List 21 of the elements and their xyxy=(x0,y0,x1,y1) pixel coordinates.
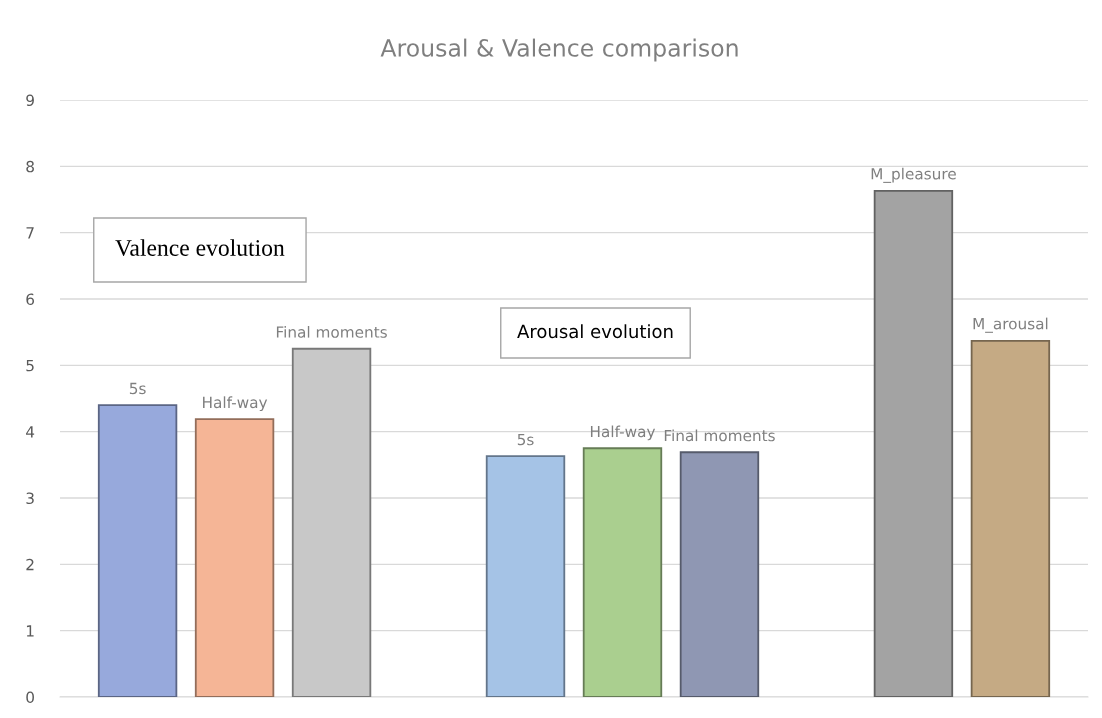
y-tick-label: 9 xyxy=(26,94,34,107)
series-label: Final moments xyxy=(664,429,775,442)
series-label: 5s xyxy=(517,433,534,446)
y-tick-label: 7 xyxy=(26,227,34,239)
annotation: Valence evolution xyxy=(115,239,285,257)
series-label: 5s xyxy=(129,382,146,395)
chart-title: Arousal & Valence comparison xyxy=(380,38,738,62)
annotation: Arousal evolution xyxy=(517,324,673,339)
series-label: Half-way xyxy=(590,425,656,441)
series-label: M_pleasure xyxy=(871,167,956,183)
y-tick-label: 4 xyxy=(26,426,35,438)
series-label: Final moments xyxy=(276,326,387,338)
series-label: M_arousal xyxy=(973,317,1048,333)
y-tick-label: 3 xyxy=(26,492,34,505)
y-tick-label: 2 xyxy=(26,558,34,571)
y-tick-label: 5 xyxy=(26,360,34,372)
y-tick-label: 6 xyxy=(26,293,35,306)
series-label: Half-way xyxy=(203,396,268,412)
y-tick-label: 0 xyxy=(26,691,34,704)
y-tick-label: 1 xyxy=(26,625,34,637)
y-tick-label: 8 xyxy=(26,160,34,173)
